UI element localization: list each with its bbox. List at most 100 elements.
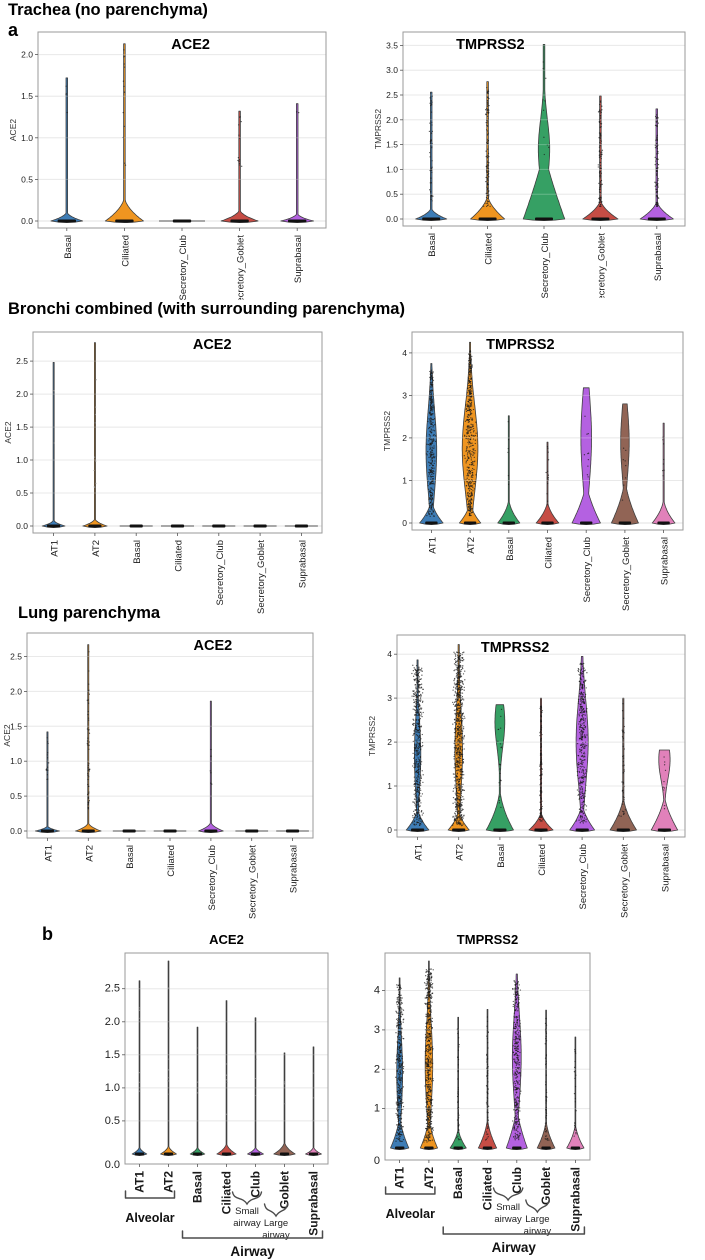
svg-text:3.0: 3.0 — [386, 65, 398, 75]
svg-text:Secretory_Club: Secretory_Club — [215, 540, 226, 605]
panel-label-b: b — [42, 924, 53, 944]
svg-text:Basal: Basal — [132, 540, 143, 564]
svg-text:ACE2: ACE2 — [2, 724, 12, 746]
svg-text:Secretory_Club: Secretory_Club — [578, 844, 589, 909]
section-title-bronchi: Bronchi combined (with surrounding paren… — [8, 300, 405, 318]
svg-text:Secretory_Club: Secretory_Club — [540, 233, 551, 298]
svg-text:1.0: 1.0 — [10, 756, 22, 766]
svg-text:Ciliated: Ciliated — [120, 235, 131, 267]
violin-svg-Trachea (no parenchyma)-TMPRSS2: 0.0 0.5 1.0 1.5 2.0 2.5 3.0 3.5 Basal Ciliated Sec… — [373, 31, 686, 298]
violin-plot-bronchi-tmprss2: 0 1 2 3 4 AT1 AT2 Basal Ciliated Secretory_Club Se… — [380, 326, 687, 616]
svg-text:2.5: 2.5 — [386, 90, 398, 100]
svg-text:4: 4 — [387, 649, 392, 659]
svg-text:Suprabasal: Suprabasal — [289, 845, 300, 893]
violin-svg-Bronchi combined (with surrounding parenchyma)-TMPRSS2: 0 1 2 3 4 AT1 AT2 Basal Ciliated Secretory_Club Se… — [382, 331, 684, 611]
svg-text:1.5: 1.5 — [16, 422, 28, 432]
svg-text:Secretory_Goblet: Secretory_Goblet — [596, 233, 607, 298]
svg-text:ACE2: ACE2 — [194, 638, 233, 654]
svg-text:0.5: 0.5 — [16, 488, 28, 498]
svg-text:TMPRSS2: TMPRSS2 — [486, 337, 555, 353]
svg-text:TMPRSS2: TMPRSS2 — [456, 37, 525, 53]
svg-text:AT1: AT1 — [50, 540, 61, 557]
svg-text:AT1: AT1 — [427, 537, 438, 554]
svg-text:Suprabasal: Suprabasal — [297, 540, 308, 588]
svg-text:Secretory_Goblet: Secretory_Goblet — [248, 845, 259, 919]
svg-text:3: 3 — [387, 693, 392, 703]
violin-plot-b-ace2: 0.5 1.0 1.5 2.0 2.5 0.0 AT1 AT2 Basal Ciliated Clu… — [85, 927, 335, 1260]
svg-text:Ciliated: Ciliated — [174, 540, 185, 572]
svg-text:Basal: Basal — [505, 537, 516, 561]
svg-text:2: 2 — [387, 737, 392, 747]
svg-text:Basal: Basal — [496, 844, 507, 868]
svg-text:2.5: 2.5 — [10, 652, 22, 662]
svg-text:0: 0 — [387, 825, 392, 835]
svg-text:2: 2 — [402, 433, 407, 443]
svg-text:2.0: 2.0 — [386, 115, 398, 125]
svg-text:ACE2: ACE2 — [209, 932, 244, 947]
svg-text:2.0: 2.0 — [21, 50, 33, 60]
svg-text:TMPRSS2: TMPRSS2 — [481, 640, 549, 656]
svg-text:AT2: AT2 — [466, 537, 477, 554]
violin-svg-Trachea (no parenchyma)-ACE2: 0.0 0.5 1.0 1.5 2.0 Basal Ciliated Secretory_Cl… — [8, 31, 327, 300]
violin-svg-Lung parenchyma-ACE2: 0.0 0.5 1.0 1.5 2.0 2.5 AT1 AT2 Basal Ciliated Sec… — [2, 632, 314, 919]
svg-text:Ciliated: Ciliated — [166, 845, 177, 877]
svg-text:AT2: AT2 — [455, 844, 466, 861]
svg-text:Basal: Basal — [191, 1171, 205, 1203]
svg-text:AT2: AT2 — [84, 845, 95, 862]
svg-text:Secretory_Club: Secretory_Club — [207, 845, 218, 910]
svg-text:1.5: 1.5 — [105, 1049, 120, 1061]
svg-text:TMPRSS2: TMPRSS2 — [367, 716, 377, 756]
svg-text:1: 1 — [402, 476, 407, 486]
svg-text:0.5: 0.5 — [10, 791, 22, 801]
violin-plot-trachea-tmprss2: 0.0 0.5 1.0 1.5 2.0 2.5 3.0 3.5 Basal Ciliated Sec… — [371, 26, 693, 298]
svg-text:AT2: AT2 — [91, 540, 102, 557]
svg-text:ACE2: ACE2 — [3, 421, 13, 443]
violin-plot-trachea-ace2: 0.0 0.5 1.0 1.5 2.0 Basal Ciliated Secretory_Cl… — [6, 26, 332, 300]
svg-text:ACE2: ACE2 — [193, 337, 232, 353]
svg-text:0.0: 0.0 — [386, 214, 398, 224]
svg-text:Secretory_Club: Secretory_Club — [178, 235, 189, 300]
svg-text:TMPRSS2: TMPRSS2 — [382, 411, 392, 451]
svg-text:1.0: 1.0 — [386, 164, 398, 174]
svg-text:1.5: 1.5 — [21, 91, 33, 101]
panel-label-a: a — [8, 20, 19, 40]
svg-text:Small: Small — [235, 1206, 259, 1217]
violin-svg-Bronchi combined (with surrounding parenchyma)-ACE2: 0.0 0.5 1.0 1.5 2.0 2.5 AT1 AT2 Basal Ciliated Sec… — [3, 331, 323, 614]
svg-text:4: 4 — [402, 348, 407, 358]
violin-svg-Lung parenchyma-TMPRSS2: 0 1 2 3 4 AT1 AT2 Basal Ciliated Secretory_Club Se… — [367, 634, 686, 918]
svg-text:Ciliated: Ciliated — [544, 537, 555, 569]
violin-plot-b-tmprss2: 1 2 3 4 0 AT1 AT2 Basal Ciliated Club Goblet Suprab… — [350, 927, 595, 1260]
svg-text:Large: Large — [264, 1218, 288, 1229]
svg-text:Ciliated: Ciliated — [220, 1171, 234, 1214]
violin-svg-b-ACE2: 0.5 1.0 1.5 2.0 2.5 0.0 AT1 AT2 Basal Ciliated Clu… — [105, 932, 329, 1259]
violin-plot-lung-ace2: 0.0 0.5 1.0 1.5 2.0 2.5 AT1 AT2 Basal Ciliated Sec… — [0, 627, 318, 923]
svg-text:ACE2: ACE2 — [171, 37, 210, 53]
svg-text:3: 3 — [402, 390, 407, 400]
svg-text:0.5: 0.5 — [21, 174, 33, 184]
svg-text:airway: airway — [233, 1218, 261, 1229]
svg-text:2.0: 2.0 — [105, 1016, 120, 1028]
svg-text:Basal: Basal — [125, 845, 136, 869]
svg-text:Airway: Airway — [230, 1244, 275, 1259]
svg-text:Secretory_Goblet: Secretory_Goblet — [619, 844, 630, 918]
svg-text:Club: Club — [249, 1171, 263, 1198]
svg-text:0.0: 0.0 — [21, 216, 33, 226]
svg-text:1.5: 1.5 — [10, 721, 22, 731]
svg-text:Suprabasal: Suprabasal — [660, 537, 671, 585]
section-title-lung: Lung parenchyma — [18, 604, 161, 622]
svg-text:Ciliated: Ciliated — [537, 844, 548, 876]
svg-text:0.0: 0.0 — [105, 1159, 120, 1171]
section-title-trachea: Trachea (no parenchyma) — [8, 1, 208, 19]
svg-text:Suprabasal: Suprabasal — [653, 233, 664, 281]
svg-text:3.5: 3.5 — [386, 40, 398, 50]
svg-text:Suprabasal: Suprabasal — [307, 1171, 321, 1236]
svg-text:TMPRSS2: TMPRSS2 — [373, 109, 383, 149]
svg-text:1.5: 1.5 — [386, 140, 398, 150]
svg-text:Secretory_Goblet: Secretory_Goblet — [256, 540, 267, 614]
svg-text:0.5: 0.5 — [105, 1115, 120, 1127]
svg-text:airway: airway — [262, 1230, 290, 1241]
svg-text:AT1: AT1 — [133, 1171, 147, 1193]
svg-text:Secretory_Goblet: Secretory_Goblet — [236, 235, 247, 300]
svg-text:2.0: 2.0 — [16, 389, 28, 399]
